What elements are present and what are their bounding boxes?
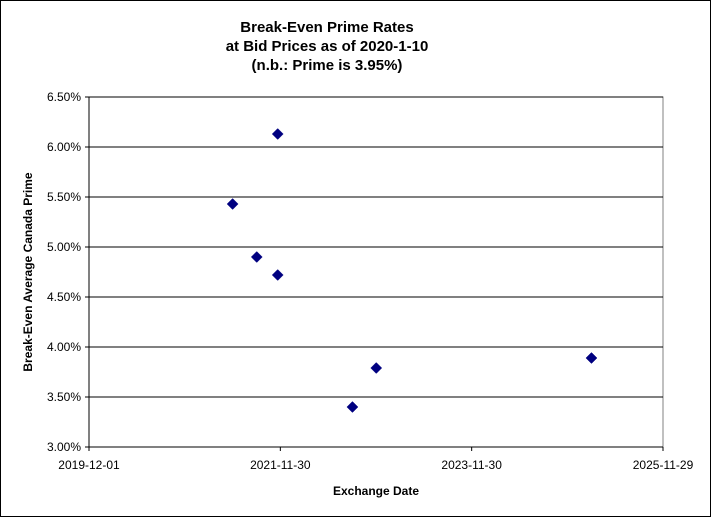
data-point-diamond: [271, 128, 284, 140]
y-tick-label: 4.50%: [47, 290, 81, 304]
y-tick-label: 3.50%: [47, 390, 81, 404]
x-axis: 2019-12-01 2021-11-30 2023-11-30 2025-11-29: [58, 446, 694, 472]
data-point-diamond: [370, 362, 383, 374]
y-axis: 3.00% 3.50% 4.00% 4.50% 5.00% 5.50% 6.00% 6.50%: [47, 90, 90, 454]
gridlines: [89, 96, 663, 398]
y-tick-label: 6.00%: [47, 140, 81, 154]
x-tick-label: 2021-11-30: [250, 458, 311, 472]
chart-title-line-1: Break-Even Prime Rates: [240, 19, 413, 36]
data-point-diamond: [250, 251, 263, 263]
plot-area: [88, 96, 664, 448]
x-axis-title: Exchange Date: [333, 484, 419, 498]
data-points: [226, 128, 598, 413]
y-tick-label: 4.00%: [47, 340, 81, 354]
data-point-diamond: [271, 269, 284, 281]
y-tick-label: 5.00%: [47, 240, 81, 254]
x-tick-label: 2019-12-01: [58, 458, 120, 472]
y-tick-label: 3.00%: [47, 440, 81, 454]
y-axis-title: Break-Even Average Canada Prime: [21, 172, 35, 372]
chart-title-line-3: (n.b.: Prime is 3.95%): [252, 57, 403, 74]
y-tick-label: 5.50%: [47, 190, 81, 204]
y-tick-label: 6.50%: [47, 90, 81, 104]
data-point-diamond: [226, 198, 239, 210]
data-point-diamond: [585, 352, 598, 364]
data-point-diamond: [346, 401, 359, 413]
x-tick-label: 2025-11-29: [633, 458, 694, 472]
x-tick-label: 2023-11-30: [441, 458, 502, 472]
chart-title-line-2: at Bid Prices as of 2020-1-10: [226, 38, 429, 55]
